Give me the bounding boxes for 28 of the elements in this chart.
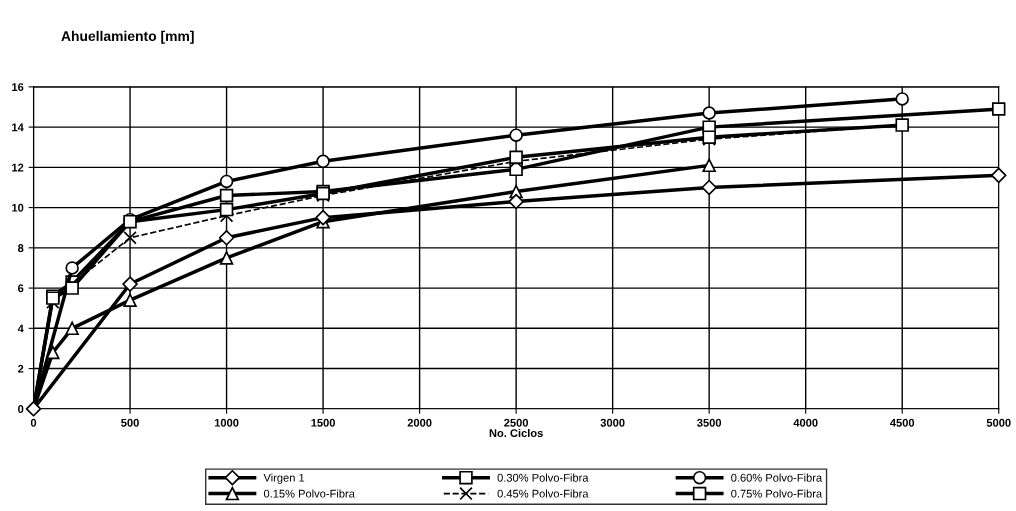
y-tick-label: 0 <box>18 405 24 413</box>
y-tick-label: 14 <box>12 123 24 132</box>
x-tick-label: 1500 <box>311 418 335 427</box>
x-tick-label: 2500 <box>504 418 529 427</box>
legend-label: 0.15% Polvo-Fibra <box>263 489 355 498</box>
y-tick-label: 4 <box>17 324 24 333</box>
x-tick-label: 4000 <box>793 418 818 427</box>
x-tick-label: 1000 <box>214 418 239 427</box>
x-tick-label: 500 <box>121 418 139 427</box>
y-tick-label: 2 <box>18 364 24 373</box>
y-tick-label: 12 <box>12 163 24 172</box>
x-tick-label: 2000 <box>407 418 432 427</box>
x-tick-label: 5000 <box>986 418 1011 427</box>
legend-label: 0.75% Polvo-Fibra <box>731 489 823 498</box>
x-tick-label: 3500 <box>697 418 722 427</box>
legend-label: 0.30% Polvo-Fibra <box>497 473 589 482</box>
chart-title: Ahuellamiento [mm] <box>61 30 194 44</box>
legend-label: Virgen 1 <box>263 473 305 484</box>
y-tick-label: 8 <box>17 244 24 252</box>
legend-label: 0.45% Polvo-Fibra <box>497 489 589 498</box>
legend-label: 0.60% Polvo-Fibra <box>731 473 823 482</box>
y-tick-label: 10 <box>12 203 24 212</box>
x-tick-label: 0 <box>30 418 37 427</box>
y-tick-label: 6 <box>18 284 24 293</box>
x-tick-label: 4500 <box>890 418 915 427</box>
y-tick-label: 16 <box>12 83 24 92</box>
x-axis-title: No. Ciclos <box>489 428 543 438</box>
x-tick-label: 3000 <box>600 418 625 427</box>
